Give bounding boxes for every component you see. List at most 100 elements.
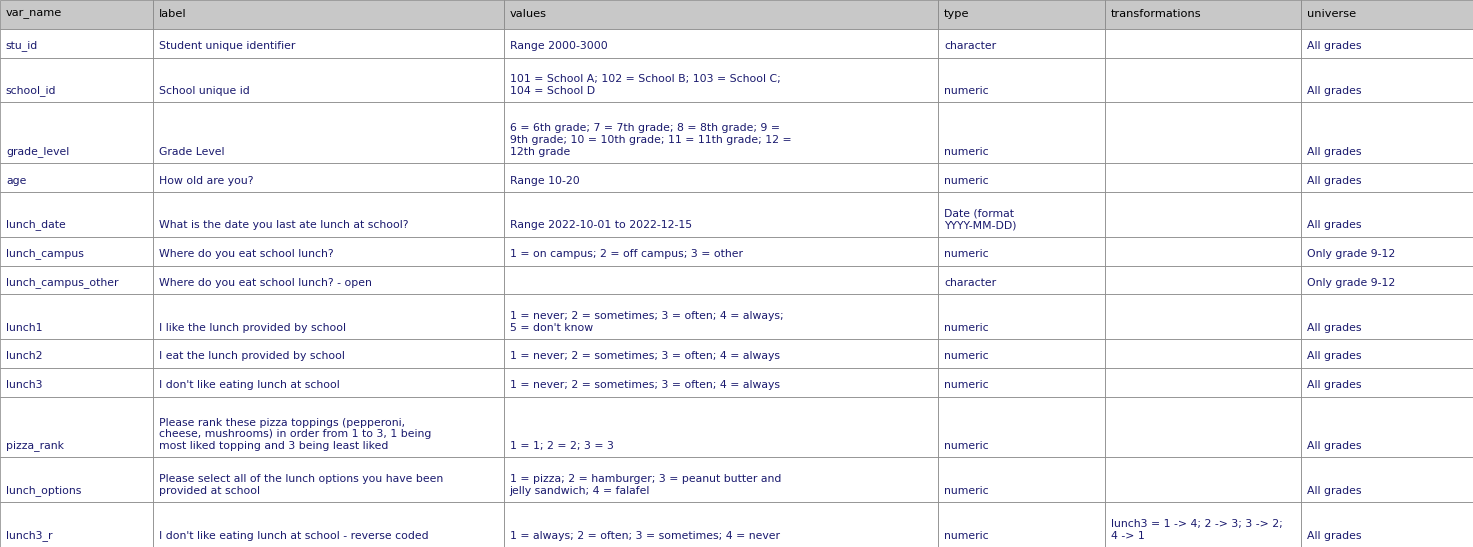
Text: Where do you eat school lunch? - open: Where do you eat school lunch? - open [159, 278, 373, 288]
Bar [1301, 457, 1473, 502]
Text: 101 = School A; 102 = School B; 103 = School C;
104 = School D: 101 = School A; 102 = School B; 103 = Sc… [510, 74, 781, 96]
Bar [504, 192, 938, 237]
Text: numeric: numeric [944, 86, 988, 96]
Text: Range 2000-3000: Range 2000-3000 [510, 41, 607, 51]
Bar [504, 368, 938, 397]
Bar [0, 294, 153, 339]
Text: numeric: numeric [944, 323, 988, 333]
Text: numeric: numeric [944, 531, 988, 540]
Bar [1105, 57, 1301, 102]
Text: grade_level: grade_level [6, 146, 69, 156]
Bar [1301, 397, 1473, 457]
Text: 1 = on campus; 2 = off campus; 3 = other: 1 = on campus; 2 = off campus; 3 = other [510, 249, 742, 259]
Bar [153, 102, 504, 163]
Bar [153, 163, 504, 192]
Bar [938, 192, 1105, 237]
Bar [1301, 368, 1473, 397]
Bar [504, 57, 938, 102]
Text: I don't like eating lunch at school: I don't like eating lunch at school [159, 380, 340, 391]
Text: school_id: school_id [6, 85, 56, 96]
Bar [0, 57, 153, 102]
Text: All grades: All grades [1307, 352, 1361, 362]
Bar [504, 102, 938, 163]
Text: All grades: All grades [1307, 41, 1361, 51]
Bar [504, 457, 938, 502]
Bar [0, 397, 153, 457]
Bar [1105, 502, 1301, 547]
Text: 1 = 1; 2 = 2; 3 = 3: 1 = 1; 2 = 2; 3 = 3 [510, 441, 614, 451]
Text: School unique id: School unique id [159, 86, 250, 96]
Text: All grades: All grades [1307, 220, 1361, 230]
Text: 6 = 6th grade; 7 = 7th grade; 8 = 8th grade; 9 =
9th grade; 10 = 10th grade; 11 : 6 = 6th grade; 7 = 7th grade; 8 = 8th gr… [510, 124, 791, 156]
Bar [504, 339, 938, 368]
Bar [0, 29, 153, 57]
Bar [153, 29, 504, 57]
Text: numeric: numeric [944, 380, 988, 391]
Bar [153, 339, 504, 368]
Bar [1105, 163, 1301, 192]
Bar [1301, 339, 1473, 368]
Bar [1301, 57, 1473, 102]
Text: All grades: All grades [1307, 531, 1361, 540]
Bar [153, 294, 504, 339]
Text: I eat the lunch provided by school: I eat the lunch provided by school [159, 352, 345, 362]
Bar [153, 237, 504, 265]
Text: Please select all of the lunch options you have been
provided at school: Please select all of the lunch options y… [159, 474, 443, 496]
Text: numeric: numeric [944, 249, 988, 259]
Text: What is the date you last ate lunch at school?: What is the date you last ate lunch at s… [159, 220, 408, 230]
Text: All grades: All grades [1307, 486, 1361, 496]
Bar [0, 163, 153, 192]
Bar [1105, 294, 1301, 339]
Text: 1 = never; 2 = sometimes; 3 = often; 4 = always: 1 = never; 2 = sometimes; 3 = often; 4 =… [510, 380, 779, 391]
Bar [153, 0, 504, 29]
Text: Range 2022-10-01 to 2022-12-15: Range 2022-10-01 to 2022-12-15 [510, 220, 692, 230]
Text: numeric: numeric [944, 147, 988, 156]
Text: I don't like eating lunch at school - reverse coded: I don't like eating lunch at school - re… [159, 531, 429, 540]
Text: lunch3 = 1 -> 4; 2 -> 3; 3 -> 2;
4 -> 1: lunch3 = 1 -> 4; 2 -> 3; 3 -> 2; 4 -> 1 [1111, 519, 1283, 540]
Text: All grades: All grades [1307, 176, 1361, 185]
Bar [153, 397, 504, 457]
Text: 1 = never; 2 = sometimes; 3 = often; 4 = always;
5 = don't know: 1 = never; 2 = sometimes; 3 = often; 4 =… [510, 311, 784, 333]
Bar [938, 457, 1105, 502]
Bar [0, 0, 153, 29]
Text: Student unique identifier: Student unique identifier [159, 41, 296, 51]
Bar [938, 57, 1105, 102]
Bar [1105, 0, 1301, 29]
Text: age: age [6, 176, 27, 185]
Bar [1301, 0, 1473, 29]
Bar [504, 294, 938, 339]
Bar [0, 237, 153, 265]
Bar [153, 265, 504, 294]
Bar [938, 237, 1105, 265]
Bar [504, 237, 938, 265]
Bar [153, 368, 504, 397]
Bar [504, 29, 938, 57]
Bar [938, 163, 1105, 192]
Bar [504, 397, 938, 457]
Text: Only grade 9-12: Only grade 9-12 [1307, 249, 1395, 259]
Bar [1301, 294, 1473, 339]
Bar [504, 265, 938, 294]
Text: var_name: var_name [6, 9, 62, 19]
Bar [153, 502, 504, 547]
Bar [0, 339, 153, 368]
Bar [1105, 192, 1301, 237]
Bar [0, 502, 153, 547]
Text: numeric: numeric [944, 176, 988, 185]
Bar [1301, 102, 1473, 163]
Bar [938, 339, 1105, 368]
Text: All grades: All grades [1307, 86, 1361, 96]
Text: lunch2: lunch2 [6, 352, 43, 362]
Bar [153, 457, 504, 502]
Text: Please rank these pizza toppings (pepperoni,
cheese, mushrooms) in order from 1 : Please rank these pizza toppings (pepper… [159, 418, 432, 451]
Text: Date (format
YYYY-MM-DD): Date (format YYYY-MM-DD) [944, 208, 1016, 230]
Bar [1301, 502, 1473, 547]
Text: Range 10-20: Range 10-20 [510, 176, 579, 185]
Bar [1105, 339, 1301, 368]
Text: pizza_rank: pizza_rank [6, 440, 63, 451]
Bar [1301, 163, 1473, 192]
Bar [1105, 397, 1301, 457]
Text: I like the lunch provided by school: I like the lunch provided by school [159, 323, 346, 333]
Bar [0, 265, 153, 294]
Bar [938, 294, 1105, 339]
